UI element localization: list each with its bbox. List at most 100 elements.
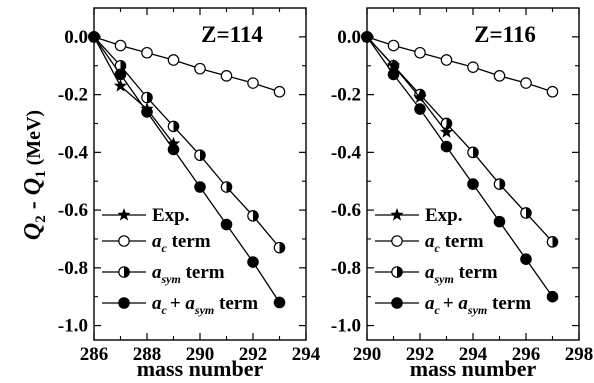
data-point-asym <box>194 149 206 162</box>
data-point-both <box>493 215 506 228</box>
legend-label-asym: asym term <box>152 262 225 286</box>
data-point-both <box>440 140 453 153</box>
legend-label-asym: asym term <box>425 262 498 286</box>
data-point-ac <box>414 46 426 59</box>
x-tick-label: 298 <box>565 344 594 365</box>
legend-marker-ac <box>391 235 403 247</box>
legend-marker-ac <box>118 235 130 247</box>
series-line-exp <box>93 36 175 145</box>
series-exp <box>360 29 454 138</box>
data-point-both <box>414 103 426 115</box>
x-axis-label: mass number <box>410 356 537 381</box>
y-tick-label: -0.2 <box>331 85 361 106</box>
legend: Exp. ac term asym term ac + asym term <box>375 205 531 317</box>
y-tick-label: -1.0 <box>58 316 88 337</box>
data-point-both <box>546 290 559 303</box>
x-tick-label: 294 <box>292 344 321 365</box>
data-point-asym <box>220 181 233 193</box>
series-line-both <box>93 36 281 303</box>
panel-title: Z=114 <box>201 22 263 47</box>
y-tick-label: -0.6 <box>331 200 361 221</box>
data-point-ac <box>114 39 127 52</box>
legend-label-exp: Exp. <box>425 205 463 226</box>
data-point-ac <box>467 61 479 73</box>
data-point-asym <box>167 120 180 133</box>
data-point-ac <box>520 77 532 89</box>
x-tick-label: 294 <box>459 344 488 365</box>
x-tick-label: 290 <box>353 344 382 365</box>
data-point-asym <box>273 241 286 254</box>
series-both <box>361 31 559 303</box>
legend-marker-asym <box>118 266 130 278</box>
data-point-both <box>273 296 286 309</box>
x-tick-label: 286 <box>80 344 109 365</box>
data-point-ac <box>220 70 233 82</box>
panel-z114: 286 288 290 292 294 0.0 -0.2 -0.4 -0.6 -0.8 -1.0 ma… <box>58 7 321 381</box>
series-line-both <box>366 36 554 298</box>
data-point-exp <box>386 58 401 72</box>
data-point-ac <box>387 39 400 52</box>
data-point-exp <box>360 29 374 43</box>
panel-z116: 290 292 294 296 298 0.0 -0.2 -0.4 -0.6 -0.8 -1.0 ma… <box>331 7 594 381</box>
legend-marker-exp <box>390 208 404 221</box>
legend-label-ac: ac term <box>152 231 211 255</box>
data-point-exp <box>439 125 454 138</box>
y-tick-label: 0.0 <box>337 27 361 48</box>
data-point-asym <box>247 210 259 222</box>
legend-marker-asym <box>391 266 403 278</box>
y-tick-label: 0.0 <box>64 27 88 48</box>
data-point-both <box>467 178 479 190</box>
data-point-asym <box>440 117 453 130</box>
data-point-exp <box>166 136 181 150</box>
y-tick-label: -0.4 <box>58 142 89 163</box>
legend-marker-both <box>391 297 403 309</box>
legend-label-exp: Exp. <box>152 205 190 226</box>
x-tick-label: 296 <box>512 344 541 365</box>
y-tick-label: -0.6 <box>58 200 88 221</box>
y-axis-label: Q2 - Q1 (MeV) <box>20 110 49 240</box>
data-point-both <box>387 68 400 81</box>
data-point-asym <box>546 236 559 248</box>
data-point-exp <box>113 78 128 92</box>
data-point-ac <box>273 85 286 98</box>
data-point-ac <box>167 54 180 66</box>
series-exp <box>87 29 181 150</box>
data-point-exp <box>413 90 427 104</box>
data-point-ac <box>546 85 559 98</box>
x-tick-label: 292 <box>239 344 268 365</box>
data-point-ac <box>194 62 206 75</box>
panel-title: Z=116 <box>474 22 536 47</box>
x-tick-label: 290 <box>186 344 215 365</box>
data-point-exp <box>87 29 101 43</box>
y-tick-label: -1.0 <box>331 316 361 337</box>
x-axis-label: mass number <box>137 356 264 381</box>
legend: Exp. ac term asym term ac + asym term <box>102 205 258 317</box>
legend-marker-both <box>118 297 130 309</box>
x-tick-label: 288 <box>133 344 162 365</box>
y-tick-label: -0.4 <box>331 142 362 163</box>
data-point-ac <box>141 46 153 59</box>
legend-label-both: ac + asym term <box>425 293 531 317</box>
data-point-ac <box>440 54 453 66</box>
data-point-ac <box>247 77 259 89</box>
data-point-both <box>520 253 532 265</box>
data-point-both <box>220 218 233 231</box>
data-point-ac <box>493 70 506 82</box>
legend-label-ac: ac term <box>425 231 484 255</box>
y-tick-label: -0.8 <box>331 258 361 279</box>
data-point-asym <box>141 91 153 104</box>
data-point-exp <box>140 102 154 115</box>
data-point-asym <box>520 207 532 219</box>
y-tick-label: -0.2 <box>58 85 88 106</box>
legend-label-both: ac + asym term <box>152 293 258 317</box>
series-line-exp <box>366 36 448 133</box>
plot-frame <box>93 7 307 341</box>
data-point-asym <box>493 178 506 190</box>
y-tick-label: -0.8 <box>58 258 88 279</box>
x-tick-label: 292 <box>406 344 435 365</box>
legend-marker-exp <box>117 208 131 221</box>
data-point-both <box>247 256 259 268</box>
data-point-asym <box>114 59 127 72</box>
data-point-both <box>194 181 206 193</box>
